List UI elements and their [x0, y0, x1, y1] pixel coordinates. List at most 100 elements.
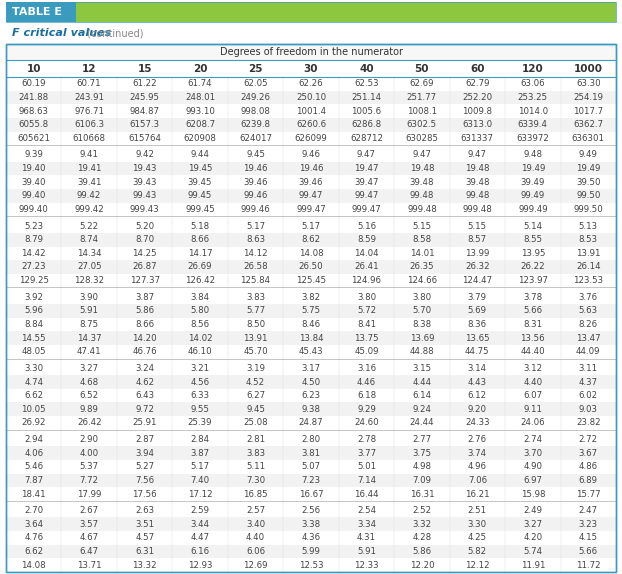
- Text: 39.45: 39.45: [188, 178, 212, 187]
- Text: 14.17: 14.17: [188, 249, 212, 258]
- Bar: [6, 290, 616, 304]
- Text: 8.66: 8.66: [190, 235, 210, 244]
- Text: 5.11: 5.11: [246, 462, 265, 471]
- Text: 5.96: 5.96: [24, 307, 43, 315]
- Text: 1001.4: 1001.4: [296, 107, 326, 115]
- Text: 6.43: 6.43: [135, 391, 154, 400]
- Text: (continued): (continued): [84, 28, 144, 38]
- Text: 44.40: 44.40: [521, 347, 545, 356]
- Text: 5.18: 5.18: [190, 222, 210, 231]
- Text: 254.19: 254.19: [573, 93, 603, 102]
- Bar: [6, 433, 616, 447]
- Text: 999.48: 999.48: [463, 205, 492, 214]
- Text: 999.45: 999.45: [185, 205, 215, 214]
- Text: 4.46: 4.46: [357, 378, 376, 386]
- Text: 3.77: 3.77: [357, 449, 376, 457]
- Text: 19.48: 19.48: [410, 164, 434, 173]
- Text: 250.10: 250.10: [296, 93, 326, 102]
- Text: 9.24: 9.24: [412, 405, 432, 414]
- Text: 628712: 628712: [350, 134, 383, 143]
- Text: 26.58: 26.58: [243, 262, 268, 272]
- Text: 3.27: 3.27: [80, 364, 99, 373]
- Text: 993.10: 993.10: [185, 107, 215, 115]
- Text: 633972: 633972: [516, 134, 549, 143]
- Text: 3.67: 3.67: [578, 449, 598, 457]
- Text: 19.47: 19.47: [354, 164, 379, 173]
- Text: 9.47: 9.47: [468, 150, 487, 160]
- Text: 3.11: 3.11: [578, 364, 598, 373]
- Text: 17.12: 17.12: [188, 490, 212, 499]
- Bar: [6, 176, 616, 189]
- Text: 39.48: 39.48: [465, 178, 490, 187]
- Text: 8.53: 8.53: [578, 235, 598, 244]
- Text: 4.40: 4.40: [523, 378, 542, 386]
- Text: 26.22: 26.22: [521, 262, 545, 272]
- Text: 8.55: 8.55: [523, 235, 542, 244]
- Text: 3.94: 3.94: [135, 449, 154, 457]
- Bar: [6, 22, 616, 44]
- Text: 1000: 1000: [573, 64, 603, 73]
- Text: 976.71: 976.71: [74, 107, 104, 115]
- Text: 7.23: 7.23: [302, 476, 320, 485]
- Text: 2.76: 2.76: [468, 435, 487, 444]
- Text: 3.40: 3.40: [246, 520, 265, 529]
- Text: 25.39: 25.39: [188, 418, 212, 428]
- Text: 999.48: 999.48: [407, 205, 437, 214]
- Text: 20: 20: [193, 64, 207, 73]
- Text: 6.62: 6.62: [24, 547, 44, 556]
- Text: 5.46: 5.46: [24, 462, 44, 471]
- Text: 19.45: 19.45: [188, 164, 212, 173]
- Text: 249.26: 249.26: [241, 93, 271, 102]
- Text: 39.46: 39.46: [299, 178, 323, 187]
- Text: 13.56: 13.56: [521, 333, 545, 343]
- Text: 62.26: 62.26: [299, 79, 323, 88]
- Text: 2.84: 2.84: [190, 435, 210, 444]
- Text: 4.31: 4.31: [357, 533, 376, 542]
- Text: 8.36: 8.36: [468, 320, 487, 329]
- Text: 26.32: 26.32: [465, 262, 490, 272]
- Text: 14.42: 14.42: [21, 249, 46, 258]
- Text: 2.47: 2.47: [578, 506, 598, 515]
- Text: 5.75: 5.75: [302, 307, 320, 315]
- Text: 30: 30: [304, 64, 318, 73]
- Text: 6.47: 6.47: [80, 547, 99, 556]
- Text: 3.75: 3.75: [412, 449, 432, 457]
- Text: 3.79: 3.79: [468, 293, 487, 302]
- Text: 8.26: 8.26: [578, 320, 598, 329]
- Text: 3.44: 3.44: [190, 520, 210, 529]
- Text: 3.70: 3.70: [523, 449, 542, 457]
- Text: 248.01: 248.01: [185, 93, 215, 102]
- Text: 19.46: 19.46: [243, 164, 268, 173]
- Text: 6.52: 6.52: [80, 391, 99, 400]
- Text: 3.24: 3.24: [135, 364, 154, 373]
- Text: 6.62: 6.62: [24, 391, 44, 400]
- Text: 2.80: 2.80: [302, 435, 320, 444]
- Text: 44.75: 44.75: [465, 347, 490, 356]
- Text: 5.17: 5.17: [190, 462, 210, 471]
- Text: 14.01: 14.01: [410, 249, 434, 258]
- Text: 8.63: 8.63: [246, 235, 265, 244]
- Text: 1017.7: 1017.7: [573, 107, 603, 115]
- Text: 16.21: 16.21: [465, 490, 490, 499]
- Text: 9.42: 9.42: [135, 150, 154, 160]
- Text: 125.45: 125.45: [296, 276, 326, 285]
- Text: 3.34: 3.34: [357, 520, 376, 529]
- Text: 8.38: 8.38: [412, 320, 432, 329]
- Text: 3.84: 3.84: [190, 293, 210, 302]
- Text: 9.46: 9.46: [302, 150, 320, 160]
- Text: 2.77: 2.77: [412, 435, 432, 444]
- Text: 24.60: 24.60: [354, 418, 379, 428]
- Text: 8.46: 8.46: [302, 320, 320, 329]
- Text: 19.46: 19.46: [299, 164, 323, 173]
- Text: 3.30: 3.30: [468, 520, 487, 529]
- Text: 19.49: 19.49: [576, 164, 600, 173]
- Text: 9.45: 9.45: [246, 150, 265, 160]
- Text: 39.47: 39.47: [354, 178, 379, 187]
- Text: 1008.1: 1008.1: [407, 107, 437, 115]
- Text: 14.08: 14.08: [299, 249, 323, 258]
- Bar: [6, 44, 616, 60]
- Text: 4.06: 4.06: [24, 449, 44, 457]
- Text: 1005.6: 1005.6: [351, 107, 381, 115]
- Text: 14.02: 14.02: [188, 333, 212, 343]
- Text: 5.20: 5.20: [135, 222, 154, 231]
